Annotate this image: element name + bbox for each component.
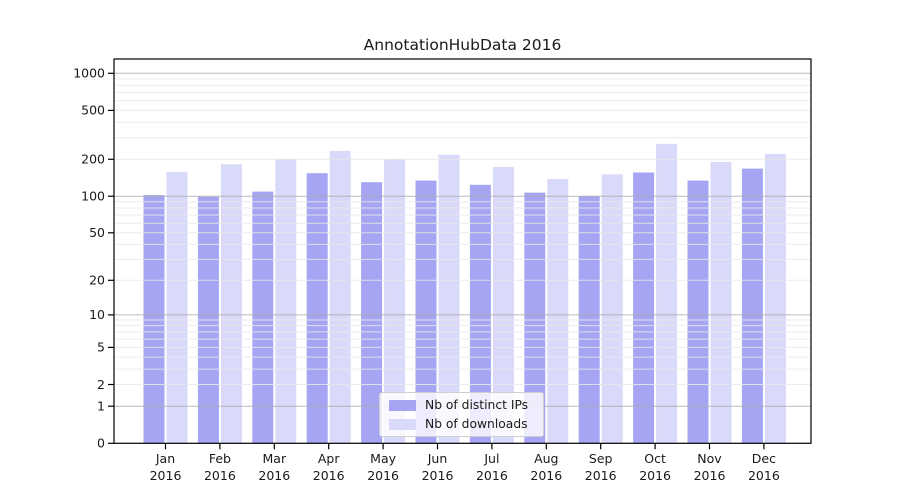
bar-distinct-ips	[361, 182, 383, 444]
x-tick-label-month: Jul	[483, 451, 499, 466]
bar-downloads	[438, 154, 460, 444]
bar-distinct-ips	[415, 180, 437, 444]
x-tick-label-month: Aug	[534, 451, 558, 466]
y-tick-label: 50	[89, 225, 105, 240]
x-tick-label-year: 2016	[530, 468, 562, 483]
x-tick-label-year: 2016	[313, 468, 345, 483]
legend: Nb of distinct IPs Nb of downloads	[379, 392, 544, 437]
x-tick-label-year: 2016	[748, 468, 780, 483]
bar-distinct-ips	[687, 180, 709, 444]
x-tick-label-year: 2016	[694, 468, 726, 483]
legend-item-downloads: Nb of downloads	[389, 417, 534, 431]
bar-distinct-ips	[524, 192, 546, 444]
y-tick-label: 500	[81, 103, 105, 118]
legend-label: Nb of distinct IPs	[425, 398, 529, 412]
bar-downloads	[601, 174, 623, 444]
bar-distinct-ips	[306, 173, 328, 444]
x-tick-label-year: 2016	[258, 468, 290, 483]
bar-downloads	[275, 159, 297, 444]
x-tick-label-year: 2016	[204, 468, 236, 483]
x-tick-label-month: Jan	[155, 451, 175, 466]
y-tick-label: 2	[97, 377, 105, 392]
y-tick-label: 200	[81, 152, 105, 167]
bar-downloads	[220, 164, 242, 444]
x-tick-label-month: May	[370, 451, 396, 466]
x-tick-label-month: Oct	[644, 451, 666, 466]
x-tick-label-year: 2016	[585, 468, 617, 483]
x-tick-label-year: 2016	[150, 468, 182, 483]
plot-border	[113, 58, 812, 444]
x-tick-label-month: Apr	[318, 451, 340, 466]
x-tick-label-year: 2016	[422, 468, 454, 483]
x-tick-label-month: Mar	[263, 451, 287, 466]
bar-distinct-ips	[469, 184, 491, 444]
y-tick-label: 100	[81, 189, 105, 204]
bar-distinct-ips	[741, 168, 763, 444]
bar-distinct-ips	[633, 172, 655, 444]
y-tick-label: 5	[97, 340, 105, 355]
x-tick-label-month: Nov	[697, 451, 722, 466]
x-tick-label-year: 2016	[476, 468, 508, 483]
bar-downloads	[384, 159, 406, 444]
y-tick-label: 10	[89, 307, 105, 322]
x-tick-label-year: 2016	[367, 468, 399, 483]
bar-distinct-ips	[143, 195, 165, 444]
x-tick-label-month: Jun	[427, 451, 448, 466]
chart-title: AnnotationHubData 2016	[363, 36, 562, 54]
bar-downloads	[166, 171, 188, 444]
legend-item-distinct-ips: Nb of distinct IPs	[389, 398, 534, 412]
bar-downloads	[764, 154, 786, 444]
y-tick-label: 1	[97, 399, 105, 414]
legend-swatch-downloads	[389, 418, 416, 430]
y-tick-label: 1000	[73, 66, 105, 81]
legend-label: Nb of downloads	[425, 417, 528, 431]
x-tick-label-month: Feb	[209, 451, 231, 466]
y-tick-label: 0	[97, 436, 105, 451]
x-tick-label-month: Sep	[589, 451, 613, 466]
bar-downloads	[492, 167, 514, 444]
bar-distinct-ips	[252, 191, 274, 444]
bar-downloads	[329, 150, 351, 444]
y-tick-label: 20	[89, 273, 105, 288]
x-tick-label-year: 2016	[639, 468, 671, 483]
bar-downloads	[547, 179, 569, 444]
bar-downloads	[656, 143, 678, 444]
legend-swatch-distinct-ips	[389, 399, 416, 411]
bar-downloads	[710, 162, 732, 444]
x-tick-label-month: Dec	[752, 451, 776, 466]
